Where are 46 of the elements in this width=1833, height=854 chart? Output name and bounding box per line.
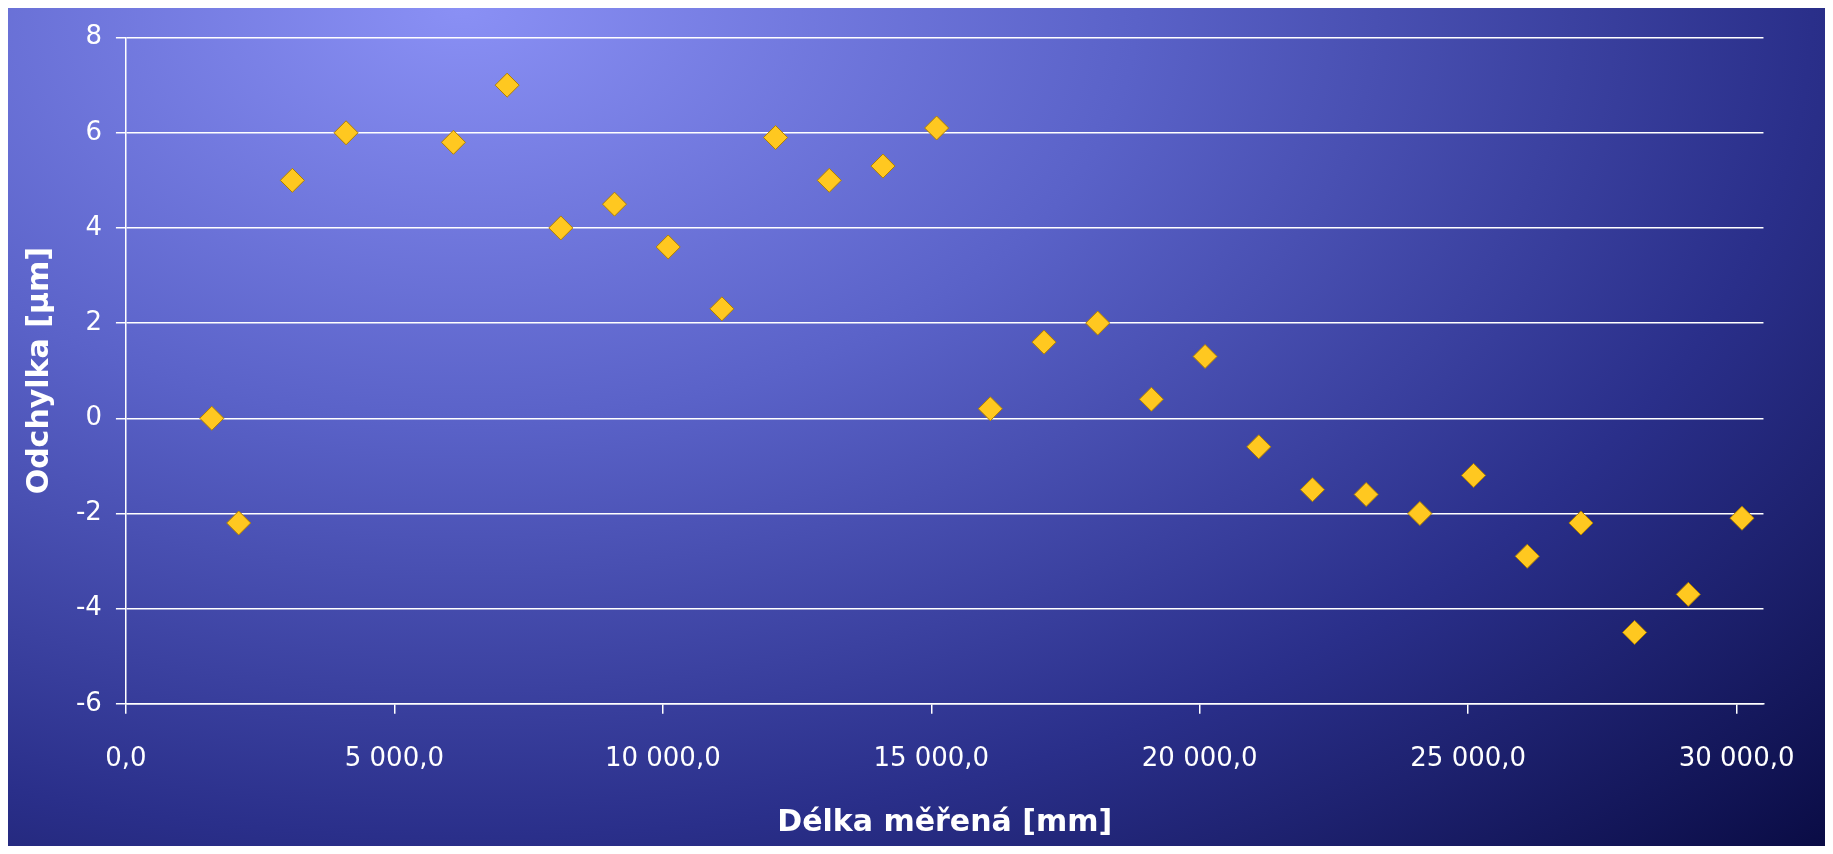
y-tick-label: 6 xyxy=(85,115,102,146)
point xyxy=(1299,477,1325,503)
point xyxy=(709,296,735,322)
x-tick-label: 0,0 xyxy=(105,742,147,773)
point xyxy=(1138,386,1164,412)
point xyxy=(1031,329,1057,355)
y-tick-label: -2 xyxy=(75,496,102,527)
point xyxy=(1461,462,1487,488)
x-tick-label: 15 000,0 xyxy=(873,742,990,773)
point xyxy=(333,120,359,146)
point xyxy=(494,72,520,98)
x-tick-label: 5 000,0 xyxy=(344,742,444,773)
point xyxy=(1407,500,1433,526)
point xyxy=(1568,510,1594,536)
point xyxy=(1675,581,1701,607)
point xyxy=(1514,543,1540,569)
point xyxy=(279,167,305,193)
point xyxy=(226,510,252,536)
point xyxy=(199,405,225,431)
y-tick-label: -4 xyxy=(75,591,102,622)
point xyxy=(763,125,789,151)
y-tick-label: 2 xyxy=(85,305,102,336)
y-tick-label: -6 xyxy=(75,686,102,717)
point xyxy=(440,129,466,155)
point xyxy=(1246,434,1272,460)
y-tick-label: 4 xyxy=(85,210,102,241)
x-tick-label: 20 000,0 xyxy=(1141,742,1258,773)
point xyxy=(977,396,1003,422)
point xyxy=(1353,481,1379,507)
x-tick-label: 10 000,0 xyxy=(604,742,721,773)
x-tick-label: 25 000,0 xyxy=(1410,742,1527,773)
x-axis-title: Délka měřená [mm] xyxy=(777,802,1113,838)
point xyxy=(548,215,574,241)
point xyxy=(924,115,950,141)
point xyxy=(1622,619,1648,645)
point xyxy=(1729,505,1755,531)
point xyxy=(1085,310,1111,336)
point xyxy=(1192,343,1218,369)
point xyxy=(870,153,896,179)
point xyxy=(602,191,627,217)
y-tick-label: 8 xyxy=(85,20,102,51)
point xyxy=(655,234,681,260)
y-tick-label: 0 xyxy=(85,401,102,432)
y-axis-title: Odchylka [µm] xyxy=(19,247,55,495)
point xyxy=(816,167,842,193)
x-tick-label: 30 000,0 xyxy=(1678,742,1795,773)
